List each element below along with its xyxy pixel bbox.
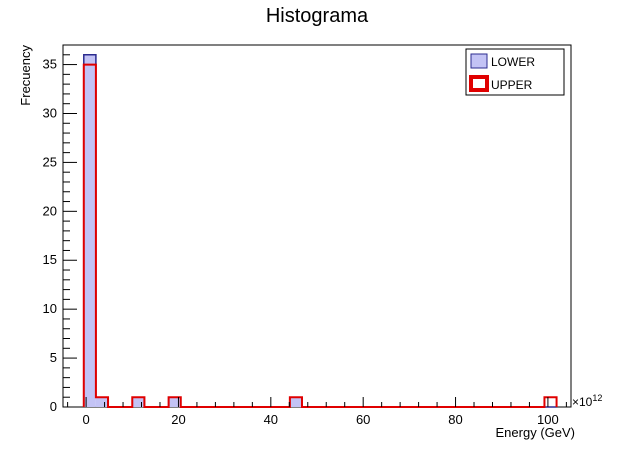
upper-histogram — [82, 63, 558, 408]
legend-swatch-lower — [470, 53, 488, 69]
lower-histogram — [83, 54, 557, 408]
lower-bar — [132, 397, 145, 407]
y-tick-label: 25 — [43, 154, 57, 169]
y-tick-label: 35 — [43, 57, 57, 72]
x-tick-label: 60 — [356, 412, 370, 427]
legend-label-upper: UPPER — [491, 78, 533, 92]
lower-bar — [83, 54, 96, 407]
x-tick-label: 80 — [448, 412, 462, 427]
x-tick-label: 40 — [264, 412, 278, 427]
upper-outline — [82, 63, 558, 408]
y-tick-label: 30 — [43, 105, 57, 120]
legend-label-lower: LOWER — [491, 55, 535, 69]
x-tick-label: 100 — [537, 412, 559, 427]
x-axis-ticks: 0 20 40 60 80 100 — [67, 397, 567, 427]
y-tick-label: 10 — [43, 301, 57, 316]
x-axis-exponent-power: 12 — [592, 393, 602, 403]
x-axis-exponent: ×1012 — [572, 393, 602, 409]
chart-title: Histograma — [266, 5, 369, 27]
legend: LOWER UPPER — [465, 48, 565, 96]
x-tick-label: 20 — [171, 412, 185, 427]
legend-swatch-upper — [469, 75, 489, 92]
lower-bar — [289, 397, 302, 407]
y-axis-ticks: 0 5 10 15 20 25 30 35 — [43, 44, 77, 414]
y-tick-label: 20 — [43, 203, 57, 218]
lower-bar — [95, 397, 109, 407]
y-tick-label: 5 — [50, 350, 57, 365]
x-axis-exponent-base: ×10 — [572, 395, 593, 409]
lower-outline — [83, 54, 557, 408]
x-tick-label: 0 — [82, 412, 89, 427]
upper-bar — [544, 397, 556, 407]
y-tick-label: 15 — [43, 252, 57, 267]
y-tick-label: 0 — [50, 399, 57, 414]
plot-frame — [62, 44, 572, 408]
y-axis-title: Frecuency — [18, 45, 33, 106]
lower-bar — [168, 397, 181, 407]
x-axis-title: Energy (GeV) — [496, 425, 575, 440]
